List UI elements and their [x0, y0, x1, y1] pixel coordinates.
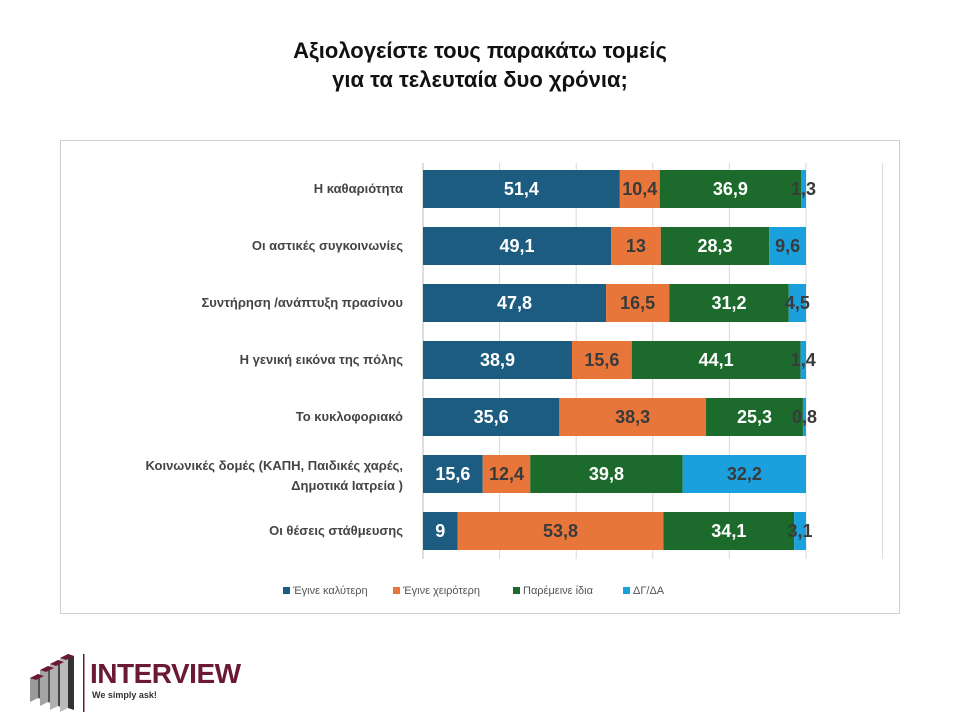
data-label: 44,1	[699, 350, 734, 370]
logo-name: INTERVIEW	[90, 658, 241, 689]
bar-segment	[682, 455, 806, 493]
logo-bars-icon	[30, 654, 85, 712]
bar-segment	[706, 398, 803, 436]
data-label: 13	[626, 236, 646, 256]
data-label: 12,4	[489, 464, 524, 484]
legend-swatch	[393, 587, 400, 594]
bar-segment	[631, 341, 801, 379]
bar-segment	[423, 341, 572, 379]
bar-segment	[530, 455, 683, 493]
data-label: 51,4	[504, 179, 539, 199]
legend-label: ΔΓ/ΔΑ	[633, 585, 665, 597]
data-label: 3,1	[788, 521, 813, 541]
bar-segment	[423, 512, 458, 550]
bar-segment	[660, 227, 770, 265]
legend-swatch	[283, 587, 290, 594]
bar-segment	[659, 170, 802, 208]
bar-segment	[802, 398, 806, 436]
category-label: Το κυκλοφοριακό	[296, 409, 403, 424]
chart-frame: Η καθαριότητα 51,4 10,4 36,9 1,3 Οι αστικές σ…	[60, 140, 900, 614]
data-label: 15,6	[584, 350, 619, 370]
data-label: 4,5	[785, 293, 810, 313]
bar-segment	[423, 398, 560, 436]
data-label: 47,8	[497, 293, 532, 313]
bar-segment	[423, 170, 620, 208]
category-label: Η καθαριότητα	[314, 181, 403, 196]
bar-segment	[794, 512, 806, 550]
bar-segment	[606, 284, 670, 322]
bar-segment	[769, 227, 806, 265]
category-label: Η γενική εικόνα της πόλης	[240, 352, 404, 367]
data-label: 36,9	[713, 179, 748, 199]
data-label: 32,2	[727, 464, 762, 484]
legend-label: Έγινε καλύτερη	[292, 585, 368, 597]
legend-label: Παρέμεινε ίδια	[523, 585, 594, 597]
bar-segment	[619, 170, 660, 208]
data-label: 38,3	[615, 407, 650, 427]
data-label: 28,3	[698, 236, 733, 256]
bar-segment	[482, 455, 531, 493]
bar-segment	[423, 284, 607, 322]
data-label: 9,6	[775, 236, 800, 256]
bar-segment	[423, 455, 483, 493]
bar-segment	[559, 398, 707, 436]
bar-segment	[611, 227, 661, 265]
stacked-bar-chart: Η καθαριότητα 51,4 10,4 36,9 1,3 Οι αστικές σ…	[145, 163, 884, 597]
bar-segment	[571, 341, 632, 379]
data-label: 49,1	[500, 236, 535, 256]
data-label: 34,1	[711, 521, 746, 541]
bar-segment	[669, 284, 789, 322]
data-label: 0,8	[792, 407, 817, 427]
category-label: Κοινωνικές δομές (ΚΑΠΗ, Παιδικές χαρές,	[145, 458, 403, 473]
data-label: 9	[435, 521, 445, 541]
data-label: 1,3	[791, 179, 816, 199]
data-label: 53,8	[543, 521, 578, 541]
data-label: 31,2	[711, 293, 746, 313]
legend-swatch	[623, 587, 630, 594]
bar-segment	[663, 512, 795, 550]
data-label: 10,4	[622, 179, 657, 199]
data-label: 16,5	[620, 293, 655, 313]
legend-label: Έγινε χειρότερη	[402, 585, 480, 597]
data-label: 15,6	[435, 464, 470, 484]
legend-swatch	[513, 587, 520, 594]
bar-segment	[800, 341, 806, 379]
data-label: 25,3	[737, 407, 772, 427]
bar-segment	[457, 512, 664, 550]
category-label: Δημοτικά Ιατρεία )	[291, 478, 403, 493]
title-line-2: για τα τελευταία δυο χρόνια;	[332, 67, 628, 92]
category-label: Οι θέσεις στάθμευσης	[269, 523, 403, 538]
bar-segment	[801, 170, 806, 208]
bar-segment	[788, 284, 806, 322]
category-label: Οι αστικές συγκοινωνίες	[252, 238, 403, 253]
data-label: 1,4	[791, 350, 816, 370]
data-label: 35,6	[474, 407, 509, 427]
title-line-1: Αξιολογείστε τους παρακάτω τομείς	[293, 38, 667, 63]
data-label: 39,8	[589, 464, 624, 484]
category-label: Συντήρηση /ανάπτυξη πρασίνου	[202, 295, 404, 310]
logo-tagline: We simply ask!	[92, 690, 157, 700]
interview-logo: INTERVIEW We simply ask!	[28, 652, 248, 712]
data-label: 38,9	[480, 350, 515, 370]
bar-segment	[423, 227, 612, 265]
chart-title: Αξιολογείστε τους παρακάτω τομείς για τα…	[0, 36, 960, 94]
